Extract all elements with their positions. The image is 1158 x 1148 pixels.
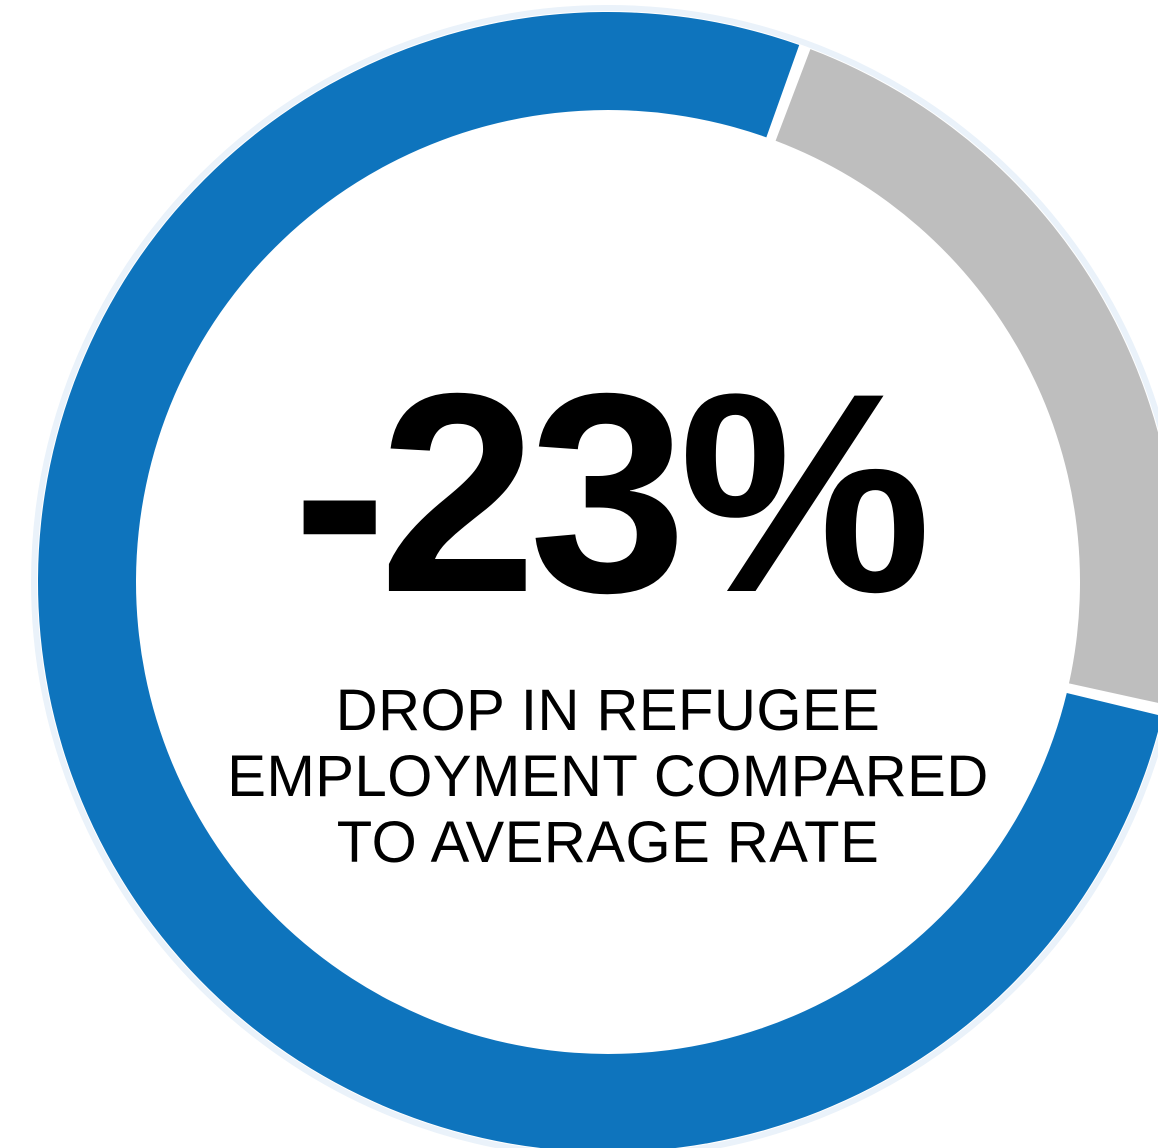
caption-line-1: DROP IN REFUGEE	[335, 678, 881, 743]
chart-caption: DROP IN REFUGEE EMPLOYMENT COMPARED TO A…	[227, 678, 988, 876]
donut-slices	[38, 12, 1158, 1148]
donut-slice-2	[775, 49, 1158, 703]
donut-outer-ring	[31, 5, 1158, 1148]
caption-line-2: EMPLOYMENT COMPARED	[227, 744, 989, 809]
highlight-value: -23%	[292, 335, 932, 652]
caption-line-3: TO AVERAGE RATE	[336, 810, 880, 875]
